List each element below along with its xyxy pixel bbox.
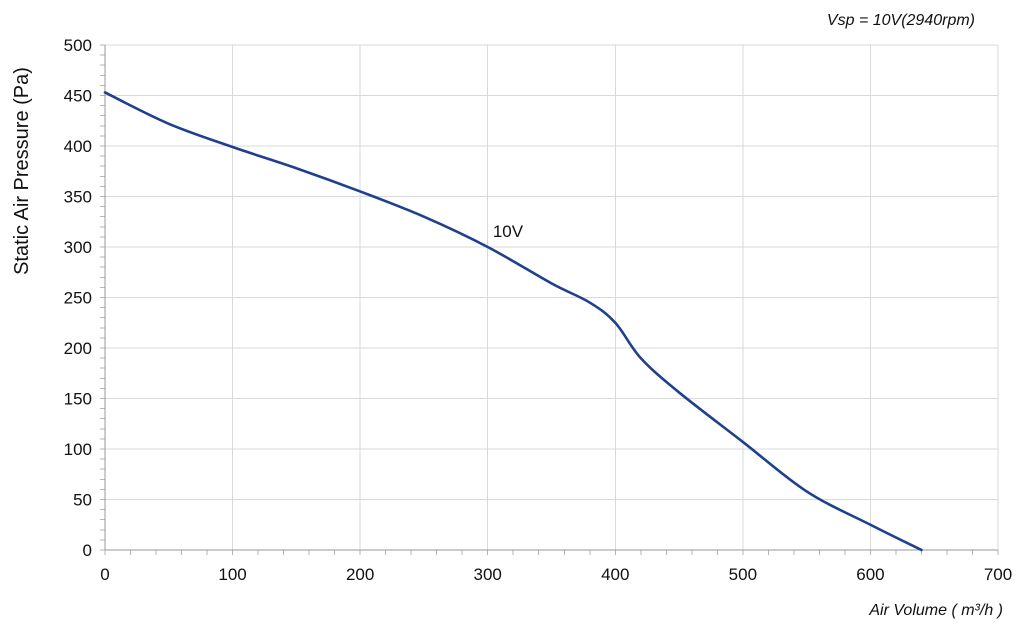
x-tick-label-400: 400 — [601, 565, 629, 584]
y-tick-label-250: 250 — [64, 289, 92, 308]
grid-layer — [105, 44, 999, 550]
y-tick-label-300: 300 — [64, 238, 92, 257]
header-note: Vsp = 10V(2940rpm) — [827, 12, 975, 29]
y-tick-label-350: 350 — [64, 188, 92, 207]
x-tick-label-700: 700 — [984, 565, 1012, 584]
y-tick-label-150: 150 — [64, 390, 92, 409]
series-label-0: 10V — [493, 222, 524, 241]
series-line-0 — [103, 91, 923, 552]
x-tick-label-600: 600 — [856, 565, 884, 584]
axis-layer — [104, 45, 998, 551]
x-tick-label-500: 500 — [729, 565, 757, 584]
y-tick-label-50: 50 — [73, 491, 92, 510]
text-layer: 0 100 200 300 400 500 600 700 0 50 100 150 200 250 300… — [64, 36, 1013, 584]
y-tick-label-200: 200 — [64, 339, 92, 358]
x-tick-label-0: 0 — [100, 565, 109, 584]
x-tick-label-300: 300 — [474, 565, 502, 584]
y-tick-label-100: 100 — [64, 440, 92, 459]
series-layer — [103, 91, 923, 552]
tick-layer — [100, 44, 999, 555]
x-tick-label-200: 200 — [346, 565, 374, 584]
y-tick-label-0: 0 — [83, 541, 92, 560]
y-tick-label-400: 400 — [64, 137, 92, 156]
x-axis-title: Air Volume ( m³/h ) — [868, 602, 1003, 619]
y-tick-label-450: 450 — [64, 87, 92, 106]
y-tick-label-500: 500 — [64, 36, 92, 55]
y-axis-title: Static Air Pressure (Pa) — [11, 67, 33, 275]
x-tick-label-100: 100 — [218, 565, 246, 584]
